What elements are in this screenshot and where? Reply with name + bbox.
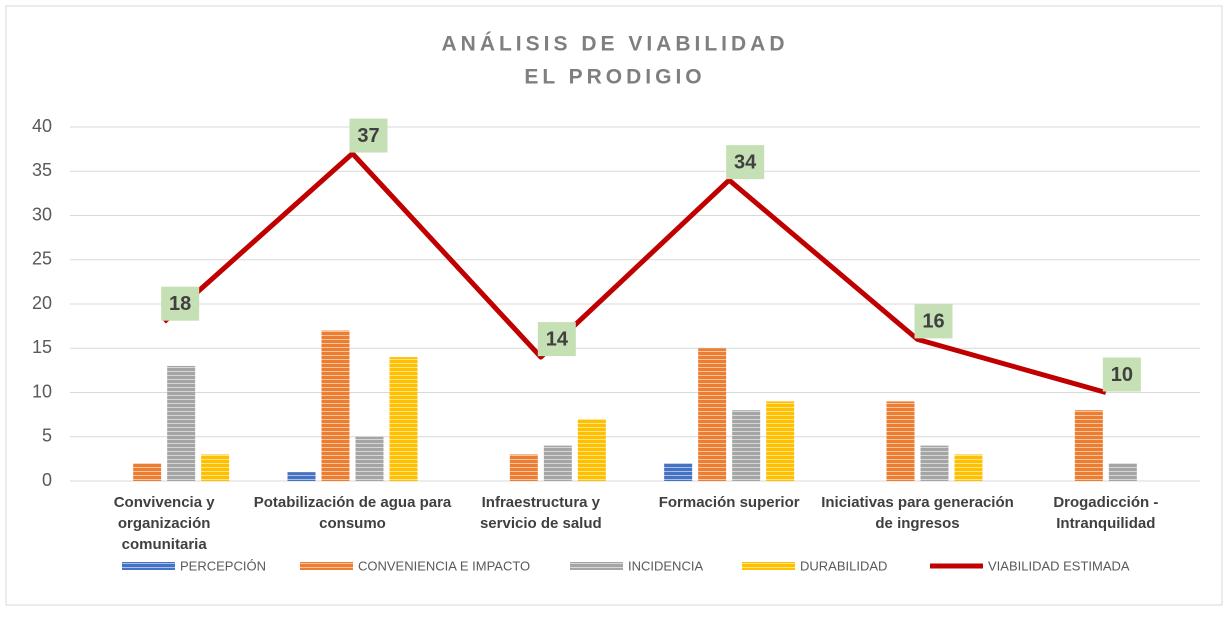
bar — [389, 357, 418, 481]
data-label-box — [161, 286, 200, 321]
y-tick-label: 5 — [42, 426, 52, 446]
legend-label: VIABILIDAD ESTIMADA — [988, 558, 1130, 573]
chart-subtitle: EL PRODIGIO — [524, 66, 705, 89]
bar — [287, 472, 316, 481]
y-tick-label: 10 — [32, 381, 52, 401]
legend-label: PERCEPCIÓN — [180, 558, 266, 573]
bar — [321, 330, 350, 481]
bar — [543, 445, 572, 481]
x-tick-label: Infraestructura y servicio de salud — [479, 494, 602, 532]
y-tick-label: 25 — [32, 249, 52, 269]
bar — [766, 401, 795, 481]
line — [162, 151, 1107, 395]
legend-label: INCIDENCIA — [628, 558, 703, 573]
bar — [698, 348, 727, 481]
data-label-box — [1102, 357, 1141, 392]
data-label-box — [537, 322, 576, 357]
y-tick-label: 20 — [32, 293, 52, 313]
legend-label: DURABILIDAD — [800, 558, 887, 573]
chart-title: ANÁLISIS DE VIABILIDAD — [441, 33, 788, 56]
bar — [509, 454, 538, 481]
legend-swatch — [570, 562, 623, 570]
data-label-box — [726, 145, 765, 180]
bar — [133, 463, 162, 481]
x-tick-label: Drogadicción - Intranquilidad — [1053, 494, 1159, 532]
legend-swatch — [122, 562, 175, 570]
bar — [886, 401, 915, 481]
bar — [577, 419, 606, 481]
data-label-box — [914, 304, 953, 339]
legend-swatch — [300, 562, 353, 570]
bar — [1108, 463, 1137, 481]
y-tick-label: 30 — [32, 204, 52, 224]
bar — [355, 436, 384, 481]
bar — [167, 365, 196, 481]
legend-label: CONVENIENCIA E IMPACTO — [358, 558, 530, 573]
bar — [201, 454, 230, 481]
data-label: 37 — [357, 125, 379, 147]
data-label-box — [349, 118, 388, 153]
x-tick-label: Convivencia y organización comunitaria — [113, 494, 215, 553]
y-tick-label: 35 — [32, 160, 52, 180]
y-tick-label: 0 — [42, 470, 52, 490]
y-tick-label: 40 — [32, 116, 52, 136]
bar — [732, 410, 761, 481]
bar — [920, 445, 949, 481]
data-label: 18 — [169, 293, 191, 315]
bar — [664, 463, 693, 481]
data-label: 16 — [922, 311, 944, 333]
data-label: 14 — [546, 328, 569, 350]
x-tick-label: Potabilización de agua para consumo — [253, 494, 452, 532]
data-label: 10 — [1111, 364, 1133, 386]
x-tick-label: Iniciativas para generación de ingresos — [821, 494, 1014, 532]
legend-swatch — [742, 562, 795, 570]
x-tick-label: Formación superior — [658, 494, 800, 511]
y-tick-label: 15 — [32, 337, 52, 357]
bar — [954, 454, 983, 481]
chart-frame — [5, 5, 1223, 606]
data-label: 34 — [734, 151, 757, 173]
bar — [1074, 410, 1103, 481]
